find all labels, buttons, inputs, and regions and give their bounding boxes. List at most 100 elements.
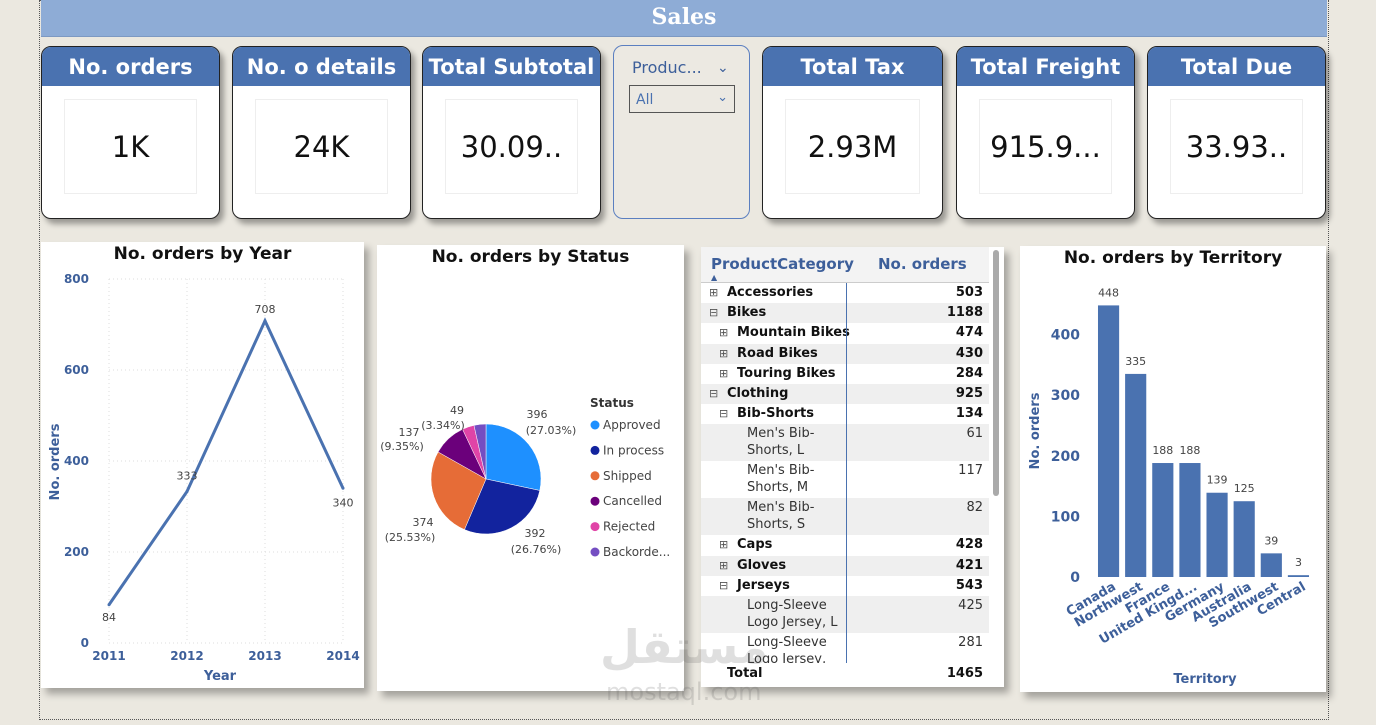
bar[interactable] [1152,463,1174,577]
pie-chart-panel[interactable]: No. orders by Status 396 (27.03%) 392 (26.7… [377,245,684,691]
pie-slice[interactable] [473,423,487,480]
kpi-card-orders[interactable]: No. orders 1K [41,46,220,219]
data-point[interactable] [263,319,267,323]
table-row[interactable]: ⊞ Accessories 503 [701,283,989,303]
line-chart-panel[interactable]: No. orders by Year 0 200 400 600 800 2011 2012… [41,242,364,688]
collapse-icon[interactable]: ⊟ [719,578,729,592]
collapse-icon[interactable]: ⊟ [719,407,729,421]
data-label: 84 [102,611,116,624]
expand-icon[interactable]: ⊞ [719,326,729,340]
legend-entry[interactable]: Approved [603,418,661,432]
legend-marker[interactable] [590,471,600,481]
product-slicer[interactable]: Produc... ⌄ All ⌄ [613,45,750,219]
legend-marker[interactable] [590,522,600,532]
table-row[interactable]: Men's Bib-Shorts, L 61 [701,424,989,462]
bar-data-label: 335 [1125,355,1146,368]
vertical-scrollbar[interactable] [993,250,999,496]
table-row[interactable]: ⊟ Bib-Shorts 134 [701,404,989,424]
table-row[interactable]: ⊞ Caps 428 [701,535,989,555]
table-row[interactable]: ⊞ Road Bikes 430 [701,343,989,364]
expand-icon[interactable]: ⊞ [709,286,719,299]
bar[interactable] [1097,305,1120,577]
slice-percent: (26.76%) [511,543,562,556]
line-chart[interactable]: 0 200 400 600 800 2011 2012 2013 2014 84 333 708 340… [41,242,364,688]
table-row[interactable]: ⊟ Jerseys 543 [701,576,989,596]
data-point[interactable] [107,603,111,607]
table-row[interactable]: ⊟ Bikes 1188 [701,303,989,324]
kpi-value-box: 2.93M [785,99,920,194]
kpi-card-total-tax[interactable]: Total Tax 2.93M [762,46,943,219]
y-tick-label: 800 [64,272,89,286]
table-row[interactable]: Men's Bib-Shorts, M 117 [701,461,989,498]
sort-ascending-icon[interactable]: ▲ [711,273,718,282]
kpi-label: Total Subtotal [423,47,600,86]
chevron-down-icon[interactable]: ⌄ [717,60,729,76]
bar[interactable] [1287,575,1310,577]
expand-icon[interactable]: ⊞ [719,538,729,552]
kpi-value-box: 30.09.. [445,99,578,194]
legend-entry[interactable]: Cancelled [603,494,662,508]
legend-entry[interactable]: Rejected [603,520,655,534]
bar[interactable] [1206,492,1228,577]
kpi-card-total-freight[interactable]: Total Freight 915.9... [956,46,1135,219]
data-point[interactable] [185,489,189,493]
legend-entry[interactable]: Shipped [603,469,652,483]
row-value: 421 [955,557,983,573]
kpi-card-total-due[interactable]: Total Due 33.93.. [1147,46,1326,219]
legend-marker[interactable] [590,547,600,557]
total-label: Total [727,666,763,681]
row-value: 117 [958,463,983,479]
pie-chart[interactable]: 396 (27.03%) 392 (26.76%) 374 (25.53%) 137(9.3… [377,245,684,691]
product-category-matrix[interactable]: ProductCategory ▲ No. orders ⊞ Accessorie… [701,247,1004,687]
x-tick-label: 2012 [170,649,203,663]
collapse-icon[interactable]: ⊟ [709,306,719,320]
data-label: 340 [333,496,354,509]
kpi-label: Total Tax [763,47,942,86]
row-value: 543 [955,577,983,593]
legend-entry[interactable]: In process [603,443,664,457]
bar[interactable] [1260,553,1282,577]
table-row[interactable]: Long-Sleeve Logo Jersey, L 425 [701,596,989,633]
table-row[interactable]: Men's Bib-Shorts, S 82 [701,498,989,536]
bar[interactable] [1233,501,1255,577]
legend-marker[interactable] [590,420,600,430]
row-label: Accessories [727,285,814,300]
kpi-value: 1K [111,129,150,164]
y-tick-label: 400 [1051,328,1080,344]
legend-marker[interactable] [590,445,600,455]
slice-percent: (25.53%) [385,531,436,544]
expand-icon[interactable]: ⊞ [719,346,729,360]
row-label: Long-Sleeve Logo Jersey, L [747,598,838,630]
pie-slice[interactable] [464,478,541,535]
column-header-orders[interactable]: No. orders [878,255,967,273]
kpi-label: No. orders [42,47,219,86]
x-tick-label: 2014 [326,649,359,663]
table-row[interactable]: ⊞ Mountain Bikes 474 [701,323,989,343]
column-header-category[interactable]: ProductCategory [711,255,854,273]
legend-marker[interactable] [590,496,600,506]
chevron-down-icon[interactable]: ⌄ [717,90,728,105]
pie-slice[interactable] [485,423,542,491]
kpi-card-total-subtotal[interactable]: Total Subtotal 30.09.. [422,46,601,219]
expand-icon[interactable]: ⊞ [719,366,729,380]
table-row[interactable]: ⊞ Gloves 421 [701,555,989,576]
series-line[interactable] [107,317,345,606]
expand-icon[interactable]: ⊞ [719,558,729,572]
kpi-value: 24K [293,129,350,164]
kpi-card-order-details[interactable]: No. o details 24K [232,46,411,219]
kpi-value-box: 24K [255,99,388,194]
bar-chart-panel[interactable]: No. orders by Territory 0 100 200 300 400 448… [1020,246,1326,692]
slicer-dropdown[interactable]: All ⌄ [629,85,735,113]
table-row[interactable]: ⊞ Touring Bikes 284 [701,364,989,384]
row-value: 425 [958,598,983,613]
bar-chart[interactable]: 0100200300400448Canada335Northwest188Fra… [1020,246,1326,692]
collapse-icon[interactable]: ⊟ [709,387,719,400]
y-tick-label: 200 [1051,449,1080,465]
y-tick-label: 600 [64,363,89,377]
bar[interactable] [1125,373,1147,577]
table-row[interactable]: ⊟ Clothing 925 [701,384,989,405]
legend-entry[interactable]: Backorde... [603,545,670,559]
x-tick-label: 2013 [248,649,281,663]
bar[interactable] [1179,463,1201,577]
data-point[interactable] [341,486,345,490]
